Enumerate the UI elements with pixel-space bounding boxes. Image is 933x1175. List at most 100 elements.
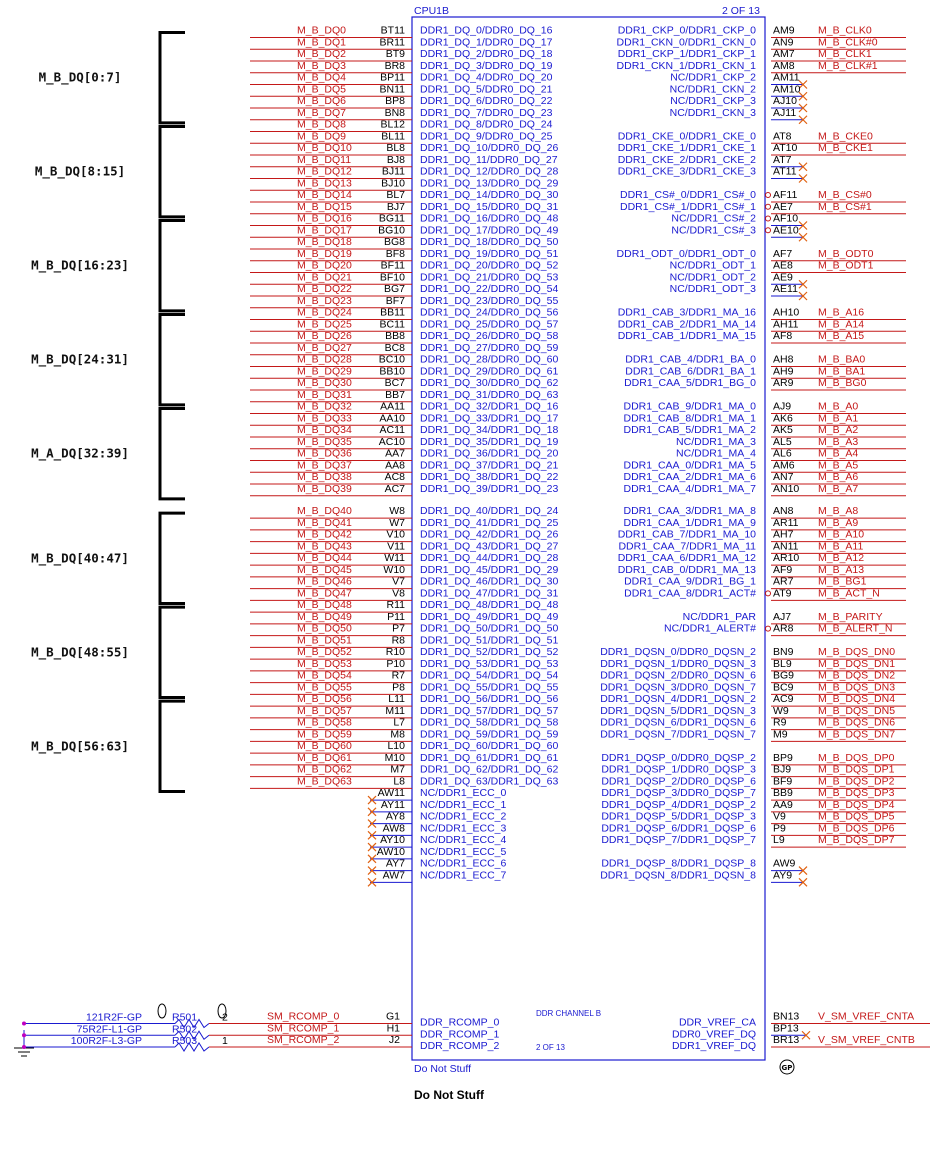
dns-small-label: Do Not Stuff (414, 1063, 471, 1075)
right-pin-number: AE9 (773, 271, 793, 283)
right-pin-name: DDR1_CAB_4/DDR1_BA_0 (625, 354, 756, 366)
dq-net-label: M_B_DQ20 (297, 260, 352, 272)
dq-net-label: M_B_DQ59 (297, 728, 352, 740)
right-pin-number: AC9 (773, 693, 794, 705)
dq-pin-name: DDR1_DQ_56/DDR1_DQ_56 (420, 693, 558, 705)
left-pin-row: M_B_DQ29 BB10 DDR1_DQ_29/DDR0_DQ_61 (250, 365, 558, 379)
dq-pin-name: DDR1_DQ_58/DDR1_DQ_58 (420, 717, 558, 729)
right-pin-name: DDR1_DQSP_2/DDR0_DQSP_6 (601, 775, 756, 787)
dq-pin-number: BT11 (381, 25, 405, 37)
right-pin-name: DDR1_DQSN_8/DDR1_DQSN_8 (600, 869, 756, 881)
left-pin-row: M_B_DQ46 V7 DDR1_DQ_46/DDR1_DQ_30 (250, 576, 558, 590)
right-pin-number: AH10 (773, 307, 799, 319)
right-net-label: M_B_A11 (818, 540, 863, 552)
dq-pin-name: DDR1_DQ_44/DDR1_DQ_28 (420, 552, 558, 564)
right-pin-name: DDR1_CAB_1/DDR1_MA_15 (618, 330, 756, 342)
right-pin-name: NC/DDR1_CKN_3 (670, 107, 757, 119)
dq-pin-number: AA11 (380, 401, 405, 413)
dq-group-label: M_B_DQ[40:47] (31, 550, 129, 566)
dq-pin-number: L10 (387, 740, 405, 752)
right-pin-number: P9 (773, 822, 786, 834)
dq-net-label: M_B_DQ1 (297, 36, 346, 48)
dq-group-label: M_A_DQ[32:39] (31, 446, 129, 462)
right-pin-row: DDR1_DQSN_3/DDR0_DQSN_7 BC9 M_B_DQS_DN3 (600, 681, 906, 695)
right-pin-number: AJ11 (773, 107, 796, 119)
dq-pin-number: BG8 (384, 236, 405, 248)
left-pin-row: M_B_DQ9 BL11 DDR1_DQ_9/DDR0_DQ_25 (250, 130, 553, 144)
dq-pin-name: DDR1_DQ_25/DDR0_DQ_57 (420, 318, 558, 330)
right-net-label: M_B_ALERT_N (818, 623, 893, 635)
right-pin-number: BJ9 (773, 764, 791, 776)
right-pin-number: M9 (773, 728, 788, 740)
ecc-pin-row: AY10 NC/DDR1_ECC_4 (367, 834, 507, 852)
ecc-pin-number: AW11 (378, 787, 406, 799)
dq-group-bracket: M_B_DQ[16:23] (31, 219, 185, 313)
dq-pin-name: DDR1_DQ_54/DDR1_DQ_54 (420, 670, 558, 682)
dq-pin-name: DDR1_DQ_45/DDR1_DQ_29 (420, 564, 558, 576)
vref-pin-row: DDR_VREF_CA BN13 V_SM_VREF_CNTA (679, 1011, 930, 1029)
dq-net-label: M_B_DQ54 (297, 670, 352, 682)
dq-pin-name: DDR1_DQ_43/DDR1_DQ_27 (420, 540, 558, 552)
right-pin-name: DDR1_CAB_2/DDR1_MA_14 (618, 318, 756, 330)
dq-net-label: M_B_DQ16 (297, 213, 352, 225)
dq-pin-name: DDR1_DQ_24/DDR0_DQ_56 (420, 307, 558, 319)
dq-pin-name: DDR1_DQ_47/DDR1_DQ_31 (420, 587, 558, 599)
right-pin-row: DDR1_DQSP_3/DDR0_DQSP_7 BB9 M_B_DQS_DP3 (601, 787, 906, 801)
vref-nc-mark (801, 1030, 811, 1040)
dq-pin-name: DDR1_DQ_38/DDR1_DQ_22 (420, 471, 558, 483)
dq-net-label: M_B_DQ33 (297, 412, 352, 424)
right-pin-number: AF8 (773, 330, 792, 342)
dq-pin-number: BC8 (385, 342, 406, 354)
dq-net-label: M_B_DQ30 (297, 377, 352, 389)
right-pin-row: NC/DDR1_MA_4 AL6 M_B_A4 (676, 448, 906, 461)
left-pin-row: M_B_DQ33 AA10 DDR1_DQ_33/DDR1_DQ_17 (250, 412, 558, 426)
dq-net-label: M_B_DQ22 (297, 283, 352, 295)
right-pin-row: DDR1_CAB_6/DDR1_BA_1 AH9 M_B_BA1 (625, 365, 906, 379)
right-pin-name: DDR1_DQSN_3/DDR0_DQSN_7 (600, 681, 756, 693)
dq-pin-name: DDR1_DQ_34/DDR1_DQ_18 (420, 424, 558, 436)
dq-net-label: M_B_DQ61 (297, 752, 352, 764)
right-net-label: M_B_DQS_DP2 (818, 775, 895, 787)
dq-pin-number: BJ10 (381, 177, 405, 189)
left-pin-row: M_B_DQ24 BB11 DDR1_DQ_24/DDR0_DQ_56 (250, 307, 558, 320)
right-pin-name: NC/DDR1_CS#_2 (671, 213, 756, 225)
right-pin-number: AR9 (773, 377, 794, 389)
ecc-pin-number: AW7 (383, 869, 406, 881)
right-pin-row: DDR1_CKE_3/DDR1_CKE_3 AT11 (618, 166, 808, 183)
right-net-label: M_B_CLK#1 (818, 60, 878, 72)
dq-pin-name: DDR1_DQ_11/DDR0_DQ_27 (420, 154, 558, 166)
dq-pin-number: V10 (386, 529, 405, 541)
right-pin-name: DDR1_CAA_5/DDR1_BG_0 (624, 377, 756, 389)
dq-pin-number: BC7 (385, 377, 406, 389)
rcomp-pin-number: J2 (389, 1034, 400, 1046)
right-net-label: M_B_CS#0 (818, 189, 872, 201)
right-nc-mark (798, 80, 808, 89)
ecc-pin-number: AY8 (386, 811, 405, 823)
left-pin-row: M_B_DQ51 R8 DDR1_DQ_51/DDR1_DQ_51 (250, 634, 558, 648)
right-pin-row: DDR1_DQSP_1/DDR0_DQSP_3 BJ9 M_B_DQS_DP1 (601, 764, 906, 778)
dq-net-label: M_B_DQ52 (297, 646, 352, 658)
dq-pin-number: BC11 (380, 318, 406, 330)
dq-net-label: M_B_DQ63 (297, 775, 352, 787)
right-net-label: M_B_DQS_DN7 (818, 728, 895, 740)
ecc-pin-name: NC/DDR1_ECC_7 (420, 869, 507, 881)
left-pin-row: M_B_DQ60 L10 DDR1_DQ_60/DDR1_DQ_60 (250, 740, 558, 754)
dq-pin-number: BB8 (385, 330, 405, 342)
resistor-symbol (174, 1042, 210, 1052)
right-pin-name: DDR1_DQSN_5/DDR1_DQSN_3 (600, 705, 756, 717)
resistor-value: 100R2F-L3-GP (71, 1035, 142, 1047)
dq-pin-name: DDR1_DQ_1/DDR0_DQ_17 (420, 36, 553, 48)
right-net-label: M_B_DQS_DP4 (818, 799, 895, 811)
dq-net-label: M_B_DQ25 (297, 318, 352, 330)
dq-pin-name: DDR1_DQ_22/DDR0_DQ_54 (420, 283, 558, 295)
left-pin-row: M_B_DQ5 BN11 DDR1_DQ_5/DDR0_DQ_21 (250, 83, 553, 97)
right-nc-mark (798, 103, 808, 113)
dq-pin-number: R11 (387, 599, 406, 611)
dq-net-label: M_B_DQ18 (297, 236, 352, 248)
right-net-label: M_B_A2 (818, 424, 858, 436)
left-pin-row: M_B_DQ3 BR8 DDR1_DQ_3/DDR0_DQ_19 (250, 60, 553, 74)
rcomp-pin-name: DDR_RCOMP_1 (420, 1028, 500, 1040)
vref-net-label: V_SM_VREF_CNTA (818, 1011, 914, 1023)
test-point-icon (217, 1003, 227, 1019)
resistor-ref: R503 (172, 1035, 197, 1047)
